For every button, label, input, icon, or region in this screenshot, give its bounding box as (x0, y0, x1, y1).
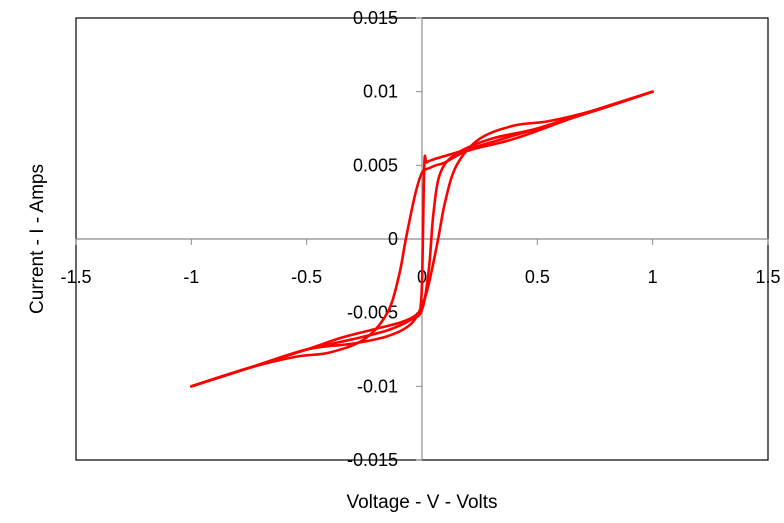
x-tick-label: -0.5 (291, 267, 322, 287)
x-tick-label: -1.5 (60, 267, 91, 287)
y-tick-label: 0.015 (353, 8, 398, 28)
y-tick-label: 0 (388, 229, 398, 249)
x-tick-label: 0.5 (525, 267, 550, 287)
data-series (190, 90, 654, 388)
y-tick-label: 0.005 (353, 155, 398, 175)
y-tick-label: -0.015 (347, 450, 398, 470)
x-tick-label: 1 (648, 267, 658, 287)
series-line (190, 90, 654, 388)
x-tick-label: 1.5 (755, 267, 780, 287)
y-tick-label: -0.01 (357, 376, 398, 396)
y-tick-label: 0.01 (363, 82, 398, 102)
y-axis-title: Current - I - Amps (27, 164, 48, 314)
x-tick-label: -1 (183, 267, 199, 287)
x-axis-title: Voltage - V - Volts (346, 492, 497, 513)
x-axis-ticks: -1.5 -1 -0.5 0 0.5 1 1.5 (60, 239, 781, 287)
series-line (190, 90, 654, 388)
